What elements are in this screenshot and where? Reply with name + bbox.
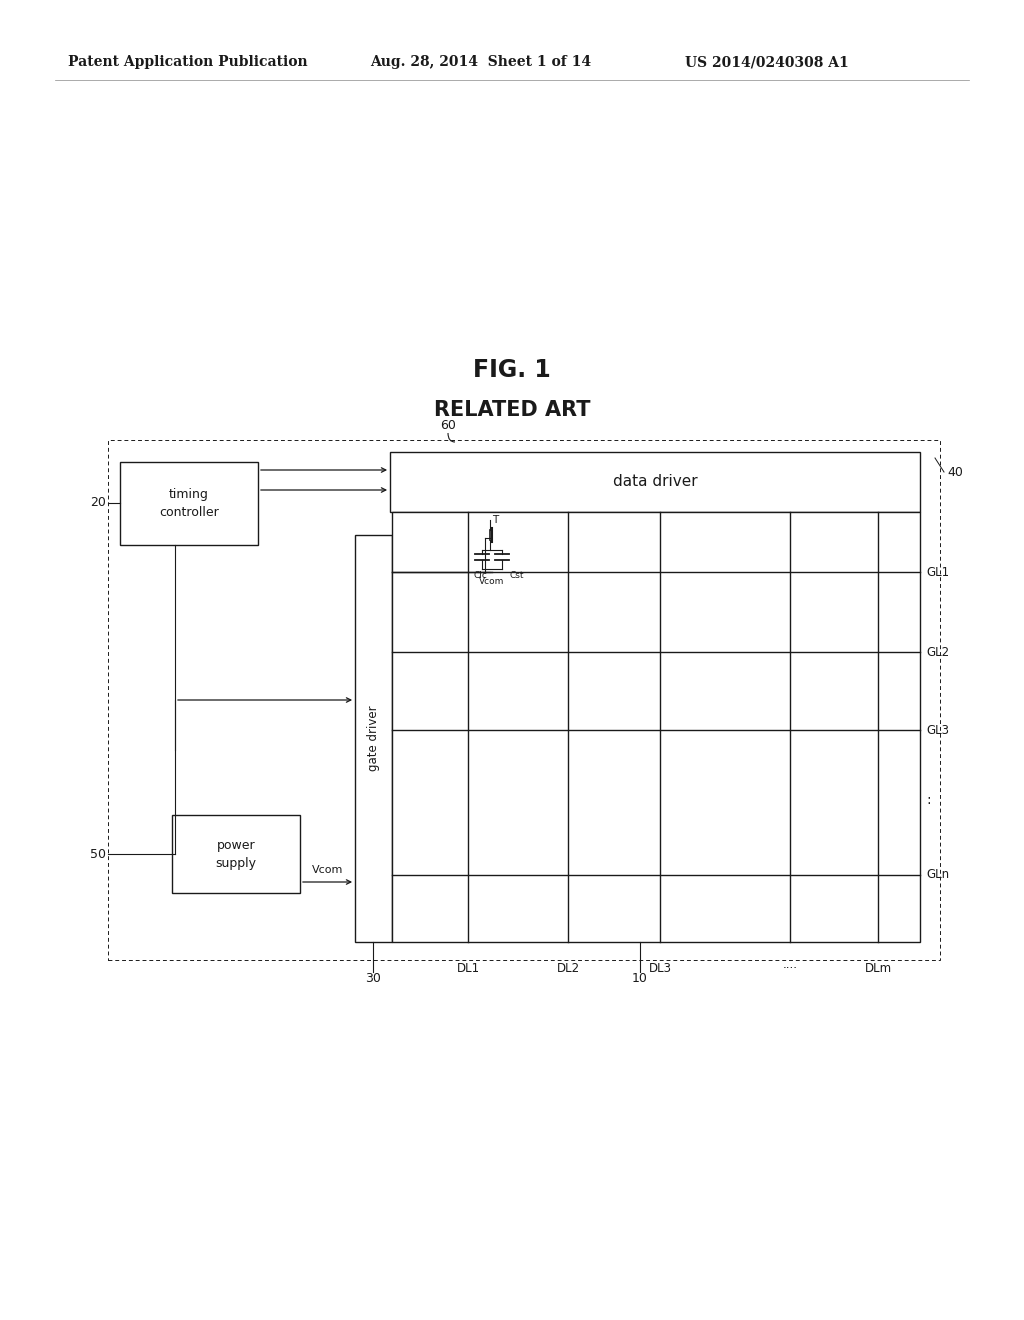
- Bar: [390, 451, 920, 512]
- Text: 50: 50: [90, 847, 106, 861]
- Text: GL1: GL1: [926, 565, 949, 578]
- Text: 10: 10: [632, 972, 648, 985]
- Text: gate driver: gate driver: [367, 706, 380, 771]
- Text: Clc: Clc: [473, 570, 487, 579]
- Text: DL3: DL3: [648, 962, 672, 975]
- Text: 60: 60: [440, 418, 456, 432]
- Text: GLn: GLn: [926, 869, 949, 882]
- Text: 40: 40: [947, 466, 963, 479]
- Text: Vcom: Vcom: [479, 577, 505, 586]
- Bar: [172, 814, 300, 894]
- Text: data driver: data driver: [612, 474, 697, 490]
- Text: Cst: Cst: [510, 570, 524, 579]
- Bar: [108, 440, 940, 960]
- Text: RELATED ART: RELATED ART: [434, 400, 590, 420]
- Text: Patent Application Publication: Patent Application Publication: [68, 55, 307, 69]
- Text: GL3: GL3: [926, 723, 949, 737]
- Text: DLm: DLm: [864, 962, 892, 975]
- Text: GL2: GL2: [926, 645, 949, 659]
- Text: Aug. 28, 2014  Sheet 1 of 14: Aug. 28, 2014 Sheet 1 of 14: [370, 55, 591, 69]
- Text: 20: 20: [90, 496, 106, 510]
- Bar: [392, 512, 920, 942]
- Text: :: :: [926, 793, 931, 807]
- Bar: [355, 535, 392, 942]
- Text: power
supply: power supply: [215, 838, 256, 870]
- Text: timing
controller: timing controller: [159, 488, 219, 519]
- Text: ····: ····: [782, 962, 798, 975]
- Text: T: T: [492, 515, 498, 525]
- Bar: [120, 462, 258, 545]
- Text: 30: 30: [366, 972, 381, 985]
- Text: DL2: DL2: [556, 962, 580, 975]
- Text: US 2014/0240308 A1: US 2014/0240308 A1: [685, 55, 849, 69]
- Text: Vcom: Vcom: [312, 865, 343, 875]
- Text: DL1: DL1: [457, 962, 479, 975]
- Text: FIG. 1: FIG. 1: [473, 358, 551, 381]
